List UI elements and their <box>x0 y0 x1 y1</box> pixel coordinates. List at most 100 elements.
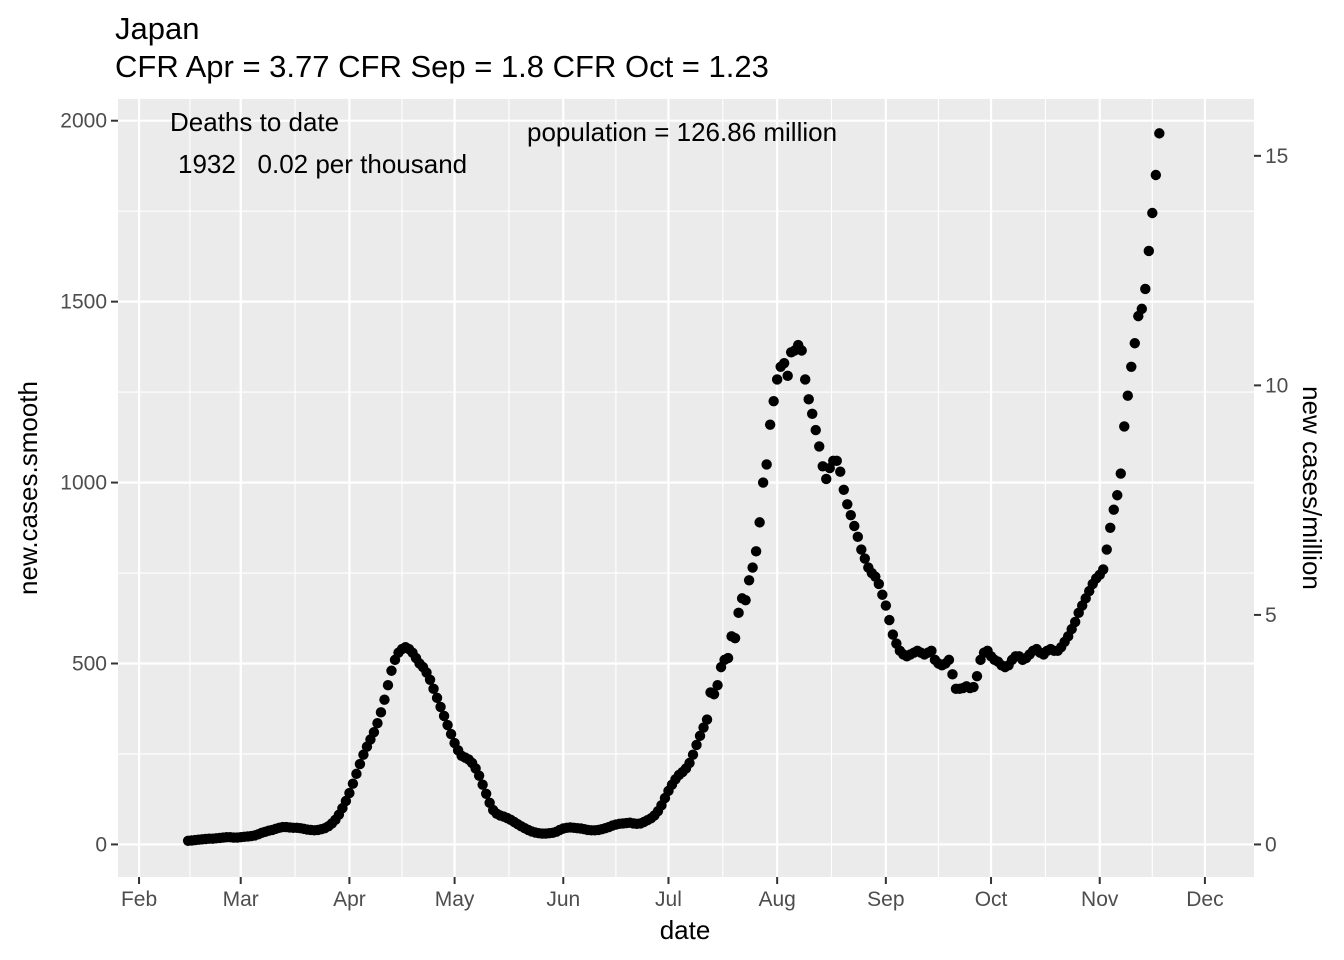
x-tick-label: Dec <box>1186 888 1223 911</box>
deaths-to-date-value: 1932 0.02 per thousand <box>178 149 467 179</box>
data-point <box>1129 338 1140 349</box>
data-point <box>968 681 979 693</box>
data-point <box>386 665 397 676</box>
data-point <box>694 730 706 742</box>
data-point <box>971 670 983 682</box>
data-point <box>778 357 790 369</box>
chart-title: Japan <box>115 11 199 46</box>
data-point <box>1119 421 1130 432</box>
data-point <box>733 607 744 619</box>
data-point <box>1136 303 1148 315</box>
data-point <box>708 689 720 700</box>
data-point <box>838 484 849 496</box>
y-tick-label: 1500 <box>60 291 107 314</box>
data-point <box>1115 468 1126 479</box>
data-point <box>845 509 856 521</box>
data-point <box>807 408 818 420</box>
data-point <box>757 477 769 488</box>
data-point <box>796 345 807 356</box>
data-point <box>1101 544 1112 555</box>
data-point <box>358 749 369 760</box>
data-point <box>852 531 863 543</box>
data-point <box>856 544 867 555</box>
data-point <box>1126 361 1137 372</box>
data-point <box>445 728 457 740</box>
data-point <box>1150 169 1162 181</box>
data-point <box>754 517 765 528</box>
data-point <box>691 739 702 751</box>
x-tick-label: Sep <box>867 888 904 911</box>
data-point <box>771 374 783 385</box>
y2-tick-label: 10 <box>1265 374 1288 397</box>
data-point <box>1108 504 1119 515</box>
data-point <box>740 594 751 606</box>
minor-gridlines <box>118 99 1254 877</box>
data-point <box>712 680 723 691</box>
data-point <box>947 669 958 680</box>
x-tick-label: Aug <box>758 888 795 911</box>
x-tick-label: Mar <box>223 888 259 911</box>
data-point <box>782 370 793 382</box>
data-points <box>182 128 1165 847</box>
major-gridlines <box>118 99 1254 877</box>
data-point <box>1069 616 1081 628</box>
x-tick-label: Apr <box>333 888 366 911</box>
x-tick-label: Jul <box>655 888 682 911</box>
y-tick-label: 1000 <box>60 472 107 495</box>
y-axis-left: 0 500 1000 1500 2000 <box>60 110 118 856</box>
data-point <box>849 520 860 532</box>
data-point <box>438 710 450 722</box>
data-point <box>722 652 734 664</box>
data-point <box>1122 390 1133 401</box>
data-point <box>1098 564 1109 575</box>
data-point <box>687 749 699 760</box>
x-tick-label: Oct <box>975 888 1008 911</box>
data-point <box>887 629 899 640</box>
data-point <box>835 466 846 477</box>
data-point <box>873 578 885 590</box>
data-point <box>821 473 832 485</box>
data-point <box>1140 283 1151 295</box>
data-point <box>442 719 453 731</box>
data-point <box>480 788 492 799</box>
y2-tick-label: 5 <box>1265 604 1277 627</box>
data-point <box>747 562 758 573</box>
data-point <box>1147 207 1158 219</box>
x-tick-label: Feb <box>121 888 157 911</box>
data-point <box>701 714 713 725</box>
data-point <box>743 575 755 586</box>
data-point <box>1154 128 1165 139</box>
data-point <box>379 694 390 705</box>
data-point <box>803 394 814 405</box>
data-point <box>435 701 446 713</box>
y-tick-label: 500 <box>72 653 107 676</box>
data-point <box>1143 245 1155 257</box>
data-point <box>424 674 436 685</box>
data-point <box>1112 490 1123 501</box>
x-tick-label: May <box>435 888 475 911</box>
data-point <box>768 395 779 407</box>
data-point <box>382 680 394 691</box>
data-point <box>729 632 741 644</box>
deaths-to-date-label: Deaths to date <box>170 107 339 137</box>
data-point <box>1105 522 1116 533</box>
data-point <box>477 779 488 790</box>
plot-panel <box>118 99 1254 877</box>
data-point <box>810 424 821 436</box>
data-point <box>831 455 842 467</box>
x-axis-title: date <box>660 915 711 945</box>
data-point <box>859 553 871 564</box>
population-label: population = 126.86 million <box>527 117 837 147</box>
data-point <box>428 683 439 695</box>
data-point <box>698 722 709 733</box>
y-tick-label: 0 <box>95 833 107 856</box>
x-axis: Feb Mar Apr May Jun Jul Aug Sep Oct Nov Dec <box>121 877 1224 911</box>
data-point <box>761 459 772 470</box>
y2-axis-title: new cases/million <box>1297 386 1327 590</box>
x-tick-label: Jun <box>546 888 580 911</box>
data-point <box>368 727 380 738</box>
chart-subtitle: CFR Apr = 3.77 CFR Sep = 1.8 CFR Oct = 1… <box>115 49 769 84</box>
data-point <box>344 787 355 799</box>
data-point <box>473 770 485 781</box>
data-point <box>347 778 359 789</box>
